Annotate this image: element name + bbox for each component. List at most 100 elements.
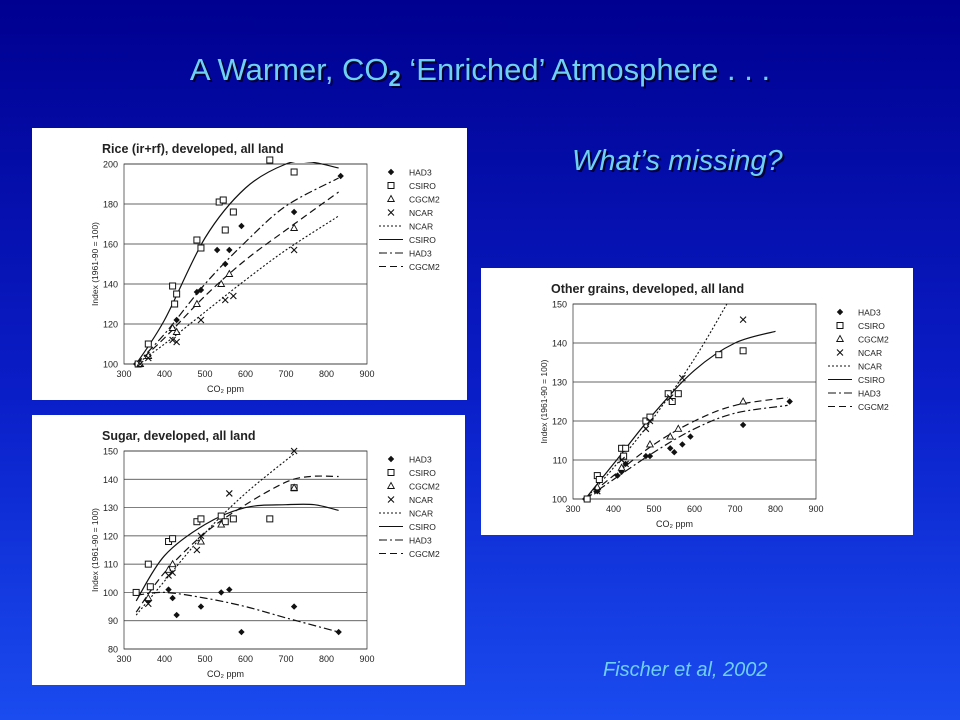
y-tick-label: 100: [103, 360, 118, 370]
point-csiro: [221, 518, 229, 526]
x-tick-label: 300: [116, 654, 131, 664]
legend-label: HAD3: [409, 454, 432, 464]
legend-label: HAD3: [409, 535, 432, 545]
legend-label: CSIRO: [409, 468, 436, 478]
y-tick-label: 130: [103, 503, 118, 513]
point-ncar: [197, 316, 205, 324]
plot-area: [123, 163, 368, 365]
x-tick-label: 800: [319, 369, 334, 379]
y-axis-label: Index (1961-90 = 100): [539, 359, 549, 443]
plot-area: [123, 450, 368, 650]
x-tick-label: 700: [727, 504, 742, 514]
y-tick-label: 160: [103, 240, 118, 250]
legend-label: HAD3: [409, 248, 432, 258]
question-text: What’s missing?: [572, 145, 783, 177]
y-tick-label: 110: [553, 456, 567, 466]
trend-curves: [584, 303, 788, 499]
point-csiro: [169, 535, 177, 543]
legend-label: CGCM2: [858, 334, 889, 344]
point-csiro: [664, 390, 672, 398]
legend-marker-cgcm2: [386, 481, 396, 489]
point-cgcm2: [739, 397, 748, 405]
legend-marker-had3: [387, 455, 395, 463]
chart-grains-svg: Other grains, developed, all land 100 110 1…: [539, 282, 889, 529]
y-tick-label: 110: [104, 560, 118, 570]
point-ncar: [225, 490, 233, 497]
slide-title-rest: ‘Enriched’ Atmosphere . . .: [400, 52, 771, 87]
legend-label: CGCM2: [858, 402, 889, 412]
point-csiro: [266, 515, 274, 523]
point-csiro: [290, 168, 298, 176]
legend-marker-csiro: [836, 322, 844, 329]
point-had3: [238, 628, 245, 636]
point-ncar: [169, 569, 176, 577]
point-csiro: [221, 226, 229, 234]
x-axis-label: CO₂ ppm: [207, 384, 244, 394]
point-cgcm2: [593, 482, 602, 491]
chart-title: Other grains, developed, all land: [551, 282, 744, 296]
point-had3: [197, 286, 205, 294]
point-ncar: [739, 316, 747, 323]
y-tick-label: 140: [552, 339, 567, 349]
slide-title-subscript: 2: [388, 66, 401, 91]
point-csiro: [173, 290, 181, 298]
y-tick-label: 180: [103, 200, 118, 210]
y-tick-label: 140: [103, 280, 118, 290]
point-csiro: [146, 583, 154, 591]
point-csiro: [197, 515, 205, 523]
point-csiro: [674, 390, 682, 398]
point-had3: [786, 398, 793, 405]
legend-label: HAD3: [858, 388, 881, 398]
point-csiro: [583, 495, 591, 503]
x-tick-label: 900: [808, 504, 823, 514]
point-cgcm2: [217, 279, 226, 287]
trend-line-ncar: [584, 303, 728, 499]
point-ncar: [622, 460, 630, 468]
point-csiro: [620, 452, 628, 460]
legend-marker-csiro: [387, 469, 395, 476]
point-ncar: [646, 417, 654, 425]
point-cgcm2: [290, 483, 299, 491]
trend-line-had3: [584, 404, 788, 499]
point-csiro: [739, 347, 747, 355]
point-csiro: [171, 300, 179, 308]
legend-label: CSIRO: [409, 181, 436, 191]
slide-title: A Warmer, CO2 ‘Enriched’ Atmosphere . . …: [0, 52, 960, 92]
point-csiro: [715, 351, 723, 359]
point-cgcm2: [196, 537, 206, 545]
trend-line-csiro: [135, 503, 339, 602]
point-cgcm2: [674, 424, 683, 432]
point-had3: [173, 316, 180, 324]
legend-label: CSIRO: [409, 522, 436, 532]
slide-title-main: A Warmer, CO: [189, 52, 389, 87]
legend-label: NCAR: [858, 361, 882, 371]
point-had3: [165, 586, 172, 593]
y-tick-label: 120: [552, 417, 567, 427]
legend-label: CGCM2: [409, 549, 440, 559]
trend-line-cgcm2: [135, 475, 339, 613]
point-cgcm2: [168, 559, 177, 568]
trend-line-csiro: [135, 162, 339, 364]
point-csiro: [266, 156, 274, 164]
chart-title: Sugar, developed, all land: [102, 429, 256, 443]
legend-label: CGCM2: [409, 194, 440, 204]
x-tick-label: 400: [606, 504, 621, 514]
x-tick-label: 500: [646, 504, 661, 514]
chart-title: Rice (ir+rf), developed, all land: [102, 142, 284, 156]
trend-line-csiro: [584, 330, 776, 499]
point-ncar: [197, 532, 205, 540]
point-cgcm2: [168, 323, 177, 331]
legend-label: NCAR: [409, 495, 433, 505]
legend-marker-had3: [387, 168, 395, 176]
point-csiro: [144, 340, 152, 348]
x-tick-label: 500: [197, 369, 212, 379]
legend-marker-ncar: [387, 496, 395, 503]
point-csiro: [642, 417, 650, 425]
legend-marker-csiro: [387, 182, 395, 189]
point-ncar: [136, 360, 144, 368]
point-ncar: [144, 354, 152, 362]
y-tick-label: 80: [108, 645, 118, 655]
point-csiro: [144, 560, 152, 568]
point-csiro: [229, 515, 237, 523]
trend-line-ncar: [135, 215, 339, 364]
